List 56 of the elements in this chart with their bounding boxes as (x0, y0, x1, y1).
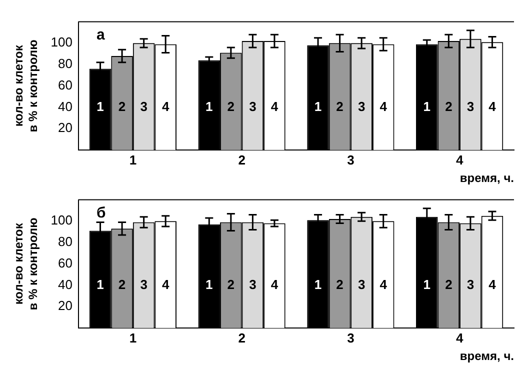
category-label: 2 (445, 98, 452, 114)
category-label: 3 (249, 276, 256, 292)
category-label: 3 (466, 276, 474, 292)
series-label: 3 (140, 276, 148, 292)
category-label: 4 (380, 276, 387, 292)
series-label: 2 (336, 98, 344, 114)
category-label: 1 (96, 276, 104, 292)
x-tick-label: 2 (238, 330, 246, 346)
series-label: 1 (314, 276, 322, 292)
x-tick-label: 1 (129, 330, 137, 346)
series-label: 4 (162, 276, 170, 292)
y-tick-label: 20 (58, 120, 72, 136)
y-tick-label: 20 (58, 298, 72, 314)
y-tick-label: 60 (58, 77, 72, 92)
y-tick-label: 100 (50, 34, 72, 50)
category-label: 2 (445, 276, 452, 292)
y-tick-label: 60 (58, 255, 72, 270)
text: 1 (96, 98, 104, 114)
category-label: 2 (118, 276, 126, 292)
text: 2 (118, 98, 126, 114)
y-tick-label: 40 (58, 98, 72, 114)
x-tick-label: 3 (347, 330, 354, 346)
y-tick-label: 100 (50, 212, 72, 228)
x-tick-label: 4 (456, 330, 464, 346)
category-label: 1 (423, 98, 431, 114)
x-tick-label: 2 (238, 152, 246, 168)
chart-title: б (96, 204, 106, 222)
category-label: 3 (358, 276, 366, 292)
y-tick-label: 40 (58, 276, 72, 292)
y-tick-label: 80 (58, 234, 72, 250)
series-label: 1 (314, 98, 322, 114)
x-axis-title: время, ч. (460, 349, 514, 364)
text: 4 (380, 98, 387, 114)
x-tick-label: 1 (129, 152, 137, 168)
y-axis-title: кол-во клеток в % к контролю (12, 40, 40, 132)
category-label: 2 (227, 98, 235, 114)
category-label: 1 (206, 98, 213, 114)
text: 3 (358, 98, 366, 114)
category-label: 4 (270, 98, 278, 114)
category-label: 3 (249, 98, 256, 114)
y-axis-title: кол-во клеток в % к контролю (12, 218, 40, 310)
x-tick-label: 4 (456, 152, 464, 168)
x-axis-title: время, ч. (460, 171, 514, 186)
y-tick-label: 80 (58, 56, 72, 72)
series-label: 3 (140, 98, 148, 114)
category-label: 4 (270, 276, 278, 292)
category-label: 4 (488, 276, 496, 292)
series-label: 2 (336, 276, 344, 292)
category-label: 2 (227, 276, 235, 292)
series-label: 4 (162, 98, 170, 114)
x-tick-label: 3 (347, 152, 354, 168)
chart-title: а (96, 26, 106, 44)
category-label: 1 (206, 276, 213, 292)
category-label: 1 (423, 276, 431, 292)
category-label: 3 (466, 98, 474, 114)
category-label: 4 (488, 98, 496, 114)
